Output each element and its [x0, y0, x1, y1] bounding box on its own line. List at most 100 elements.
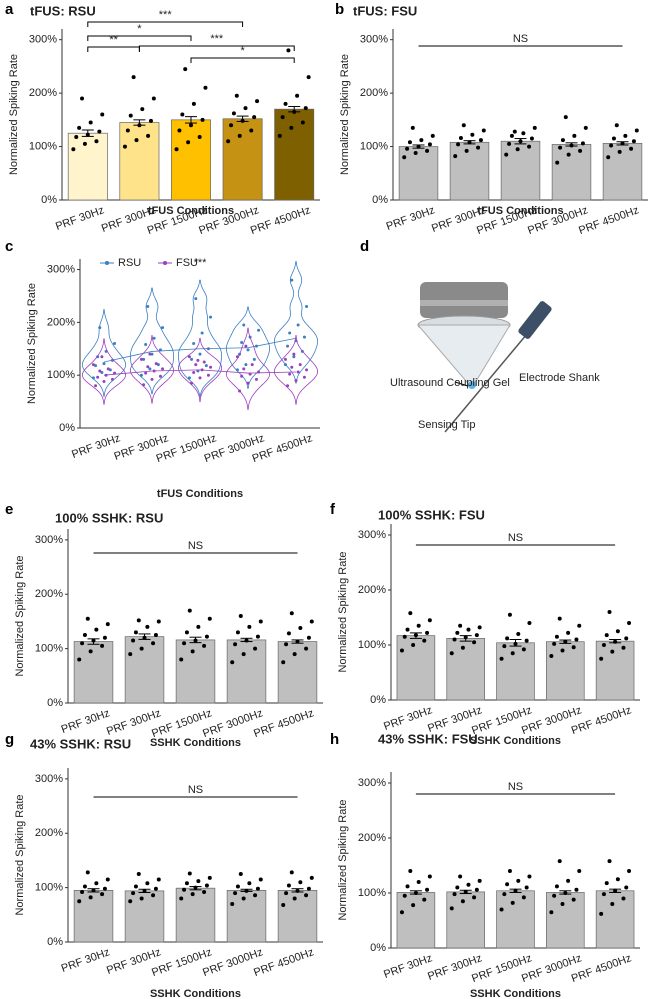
data-point: [296, 370, 300, 374]
data-point: [144, 371, 148, 375]
data-point: [549, 654, 554, 658]
bar: [124, 636, 165, 704]
bar: [396, 892, 436, 949]
data-point: [153, 886, 158, 891]
significance-label: NS: [508, 532, 523, 544]
significance-label: NS: [508, 781, 523, 793]
data-point: [302, 375, 306, 379]
violin: [129, 287, 175, 395]
data-point: [574, 637, 579, 642]
x-tick-label: PRF 30Hz: [382, 704, 434, 733]
data-point: [106, 367, 110, 371]
legend-label: RSU: [118, 257, 141, 269]
data-point: [610, 902, 615, 906]
data-point: [464, 148, 469, 153]
data-point: [609, 143, 614, 148]
coupling-gel: [468, 381, 476, 389]
data-point: [80, 889, 85, 894]
data-point: [476, 145, 481, 150]
data-point: [515, 147, 520, 152]
y-tick-label: 100%: [358, 887, 386, 899]
x-tick-label: PRF 30Hz: [60, 946, 112, 975]
data-point: [413, 150, 418, 155]
data-point: [145, 881, 150, 886]
y-tick-label: 200%: [29, 87, 57, 99]
panel-letter: a: [5, 1, 14, 18]
data-point: [254, 377, 258, 381]
data-point: [405, 884, 410, 889]
data-point: [231, 111, 236, 116]
data-point: [94, 627, 99, 632]
legend-marker: [163, 261, 167, 265]
data-point: [614, 123, 619, 128]
data-point: [286, 48, 291, 53]
data-point: [566, 878, 571, 883]
significance-label: NS: [188, 784, 203, 796]
bar: [496, 642, 535, 701]
data-point: [133, 630, 138, 635]
bar: [175, 639, 216, 704]
label: Sensing Tip: [418, 419, 475, 431]
data-point: [179, 896, 184, 901]
data-point: [607, 859, 612, 864]
data-point: [502, 644, 507, 649]
legend-marker: [105, 261, 109, 265]
data-point: [516, 878, 521, 883]
data-point: [283, 101, 288, 106]
data-point: [289, 611, 294, 616]
data-point: [284, 642, 289, 647]
data-point: [207, 875, 212, 880]
y-tick-label: 300%: [47, 263, 75, 275]
data-point: [554, 884, 559, 889]
data-point: [196, 624, 201, 629]
data-point: [241, 652, 246, 657]
data-point: [306, 635, 311, 640]
data-point: [252, 115, 257, 120]
data-point: [194, 363, 198, 367]
error-bar: [559, 639, 572, 644]
error-bar: [87, 888, 100, 893]
y-axis-title: Normalized Spiking Rate: [14, 555, 26, 676]
data-point: [113, 342, 117, 345]
data-point: [555, 160, 560, 165]
data-point: [97, 129, 102, 134]
bar: [277, 641, 318, 704]
data-point: [560, 902, 565, 906]
data-point: [194, 297, 198, 301]
data-point: [601, 892, 606, 897]
data-point: [627, 621, 632, 625]
data-point: [560, 648, 565, 653]
data-point: [174, 147, 179, 152]
bar: [551, 144, 592, 201]
data-point: [566, 152, 571, 157]
y-tick-label: 100%: [47, 369, 75, 381]
y-tick-label: 100%: [35, 882, 63, 894]
data-point: [133, 884, 138, 889]
y-tick-label: 0%: [47, 697, 63, 709]
error-bar: [609, 888, 622, 893]
error-bar: [138, 888, 151, 894]
label: Electrode Shank: [519, 372, 600, 384]
data-point: [161, 367, 165, 371]
data-point: [552, 641, 557, 646]
data-point: [304, 893, 309, 898]
y-tick-label: 200%: [358, 584, 386, 596]
bar: [171, 119, 211, 201]
data-point: [196, 879, 201, 884]
data-point: [105, 877, 110, 882]
data-point: [427, 142, 432, 147]
data-point: [286, 631, 291, 636]
data-point: [499, 656, 504, 661]
data-point: [190, 892, 195, 897]
error-bar: [463, 140, 476, 145]
bar: [73, 889, 114, 943]
data-point: [477, 625, 482, 630]
data-point: [615, 629, 620, 634]
data-point: [624, 885, 629, 890]
data-point: [156, 877, 161, 882]
chart-title: tFUS: FSU: [353, 3, 417, 18]
data-point: [82, 141, 87, 146]
data-point: [621, 645, 626, 650]
significance-label: NS: [513, 33, 528, 45]
violin: [273, 261, 319, 384]
